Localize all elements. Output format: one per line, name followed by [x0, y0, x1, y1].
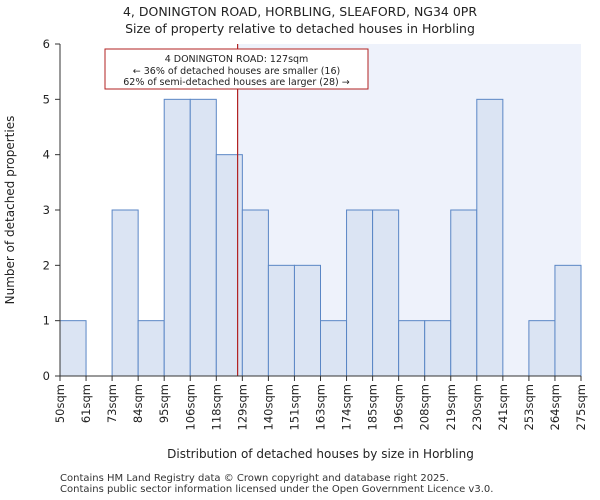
bar-140sqm	[267, 264, 295, 377]
x-tick-label-16: 230sqm	[470, 384, 484, 430]
annotation-line-2: ← 36% of detached houses are smaller (16…	[133, 66, 340, 77]
x-tick-label-10: 163sqm	[314, 384, 328, 430]
x-tick-label-4: 95sqm	[157, 384, 171, 423]
bar-196sqm	[398, 320, 426, 377]
x-tick-label-19: 264sqm	[548, 384, 562, 430]
x-tick-label-12: 185sqm	[366, 384, 380, 430]
bar-129sqm	[241, 209, 269, 377]
x-tick-label-20: 275sqm	[574, 384, 588, 430]
bar-230sqm	[476, 98, 504, 377]
bar-118sqm	[215, 154, 243, 377]
y-tick-label-3: 3	[43, 203, 50, 217]
y-tick-label-2: 2	[43, 258, 50, 272]
y-tick-label-1: 1	[43, 314, 50, 328]
bar-84sqm	[137, 320, 165, 377]
y-tick-label-4: 4	[43, 148, 50, 162]
bar-185sqm	[372, 209, 400, 377]
y-tick-label-6: 6	[43, 37, 50, 51]
footer-line-1: Contains HM Land Registry data © Crown c…	[60, 473, 449, 484]
y-tick-label-5: 5	[43, 92, 50, 106]
y-axis-label: Number of detached properties	[3, 116, 17, 305]
bar-73sqm	[111, 209, 139, 377]
bar-106sqm	[189, 98, 217, 377]
x-tick-label-18: 253sqm	[522, 384, 536, 430]
x-tick-label-3: 84sqm	[131, 384, 145, 423]
x-tick-label-7: 129sqm	[235, 384, 249, 430]
chart-title: 4, DONINGTON ROAD, HORBLING, SLEAFORD, N…	[122, 4, 478, 19]
x-tick-label-14: 208sqm	[418, 384, 432, 430]
footer-line-2: Contains public sector information licen…	[60, 484, 494, 495]
x-tick-label-15: 219sqm	[444, 384, 458, 430]
annotation-line-3: 62% of semi-detached houses are larger (…	[123, 77, 350, 88]
annotation-line-1: 4 DONINGTON ROAD: 127sqm	[165, 54, 309, 65]
x-tick-label-8: 140sqm	[261, 384, 275, 430]
bar-151sqm	[293, 264, 322, 377]
x-tick-label-11: 174sqm	[340, 384, 354, 430]
bar-219sqm	[450, 209, 478, 377]
x-tick-label-0: 50sqm	[53, 384, 67, 423]
chart-subtitle: Size of property relative to detached ho…	[125, 21, 475, 36]
property-annotation: 4 DONINGTON ROAD: 127sqm ← 36% of detach…	[104, 48, 369, 90]
bar-163sqm	[320, 320, 348, 377]
bar-50sqm	[59, 320, 87, 377]
x-tick-label-17: 241sqm	[496, 384, 510, 430]
x-tick-label-13: 196sqm	[392, 384, 406, 430]
x-axis-label: Distribution of detached houses by size …	[167, 447, 474, 461]
bar-174sqm	[346, 209, 374, 377]
annotation-box	[104, 48, 369, 90]
bar-95sqm	[163, 98, 191, 377]
y-tick-label-0: 0	[43, 369, 50, 383]
x-tick-label-6: 118sqm	[209, 384, 223, 430]
x-tick-label-1: 61sqm	[79, 384, 93, 423]
bar-208sqm	[424, 320, 452, 377]
x-tick-label-5: 106sqm	[183, 384, 197, 430]
bar-253sqm	[528, 320, 556, 377]
x-tick-label-2: 73sqm	[105, 384, 119, 423]
x-tick-label-9: 151sqm	[287, 384, 301, 430]
bar-264sqm	[554, 264, 582, 377]
